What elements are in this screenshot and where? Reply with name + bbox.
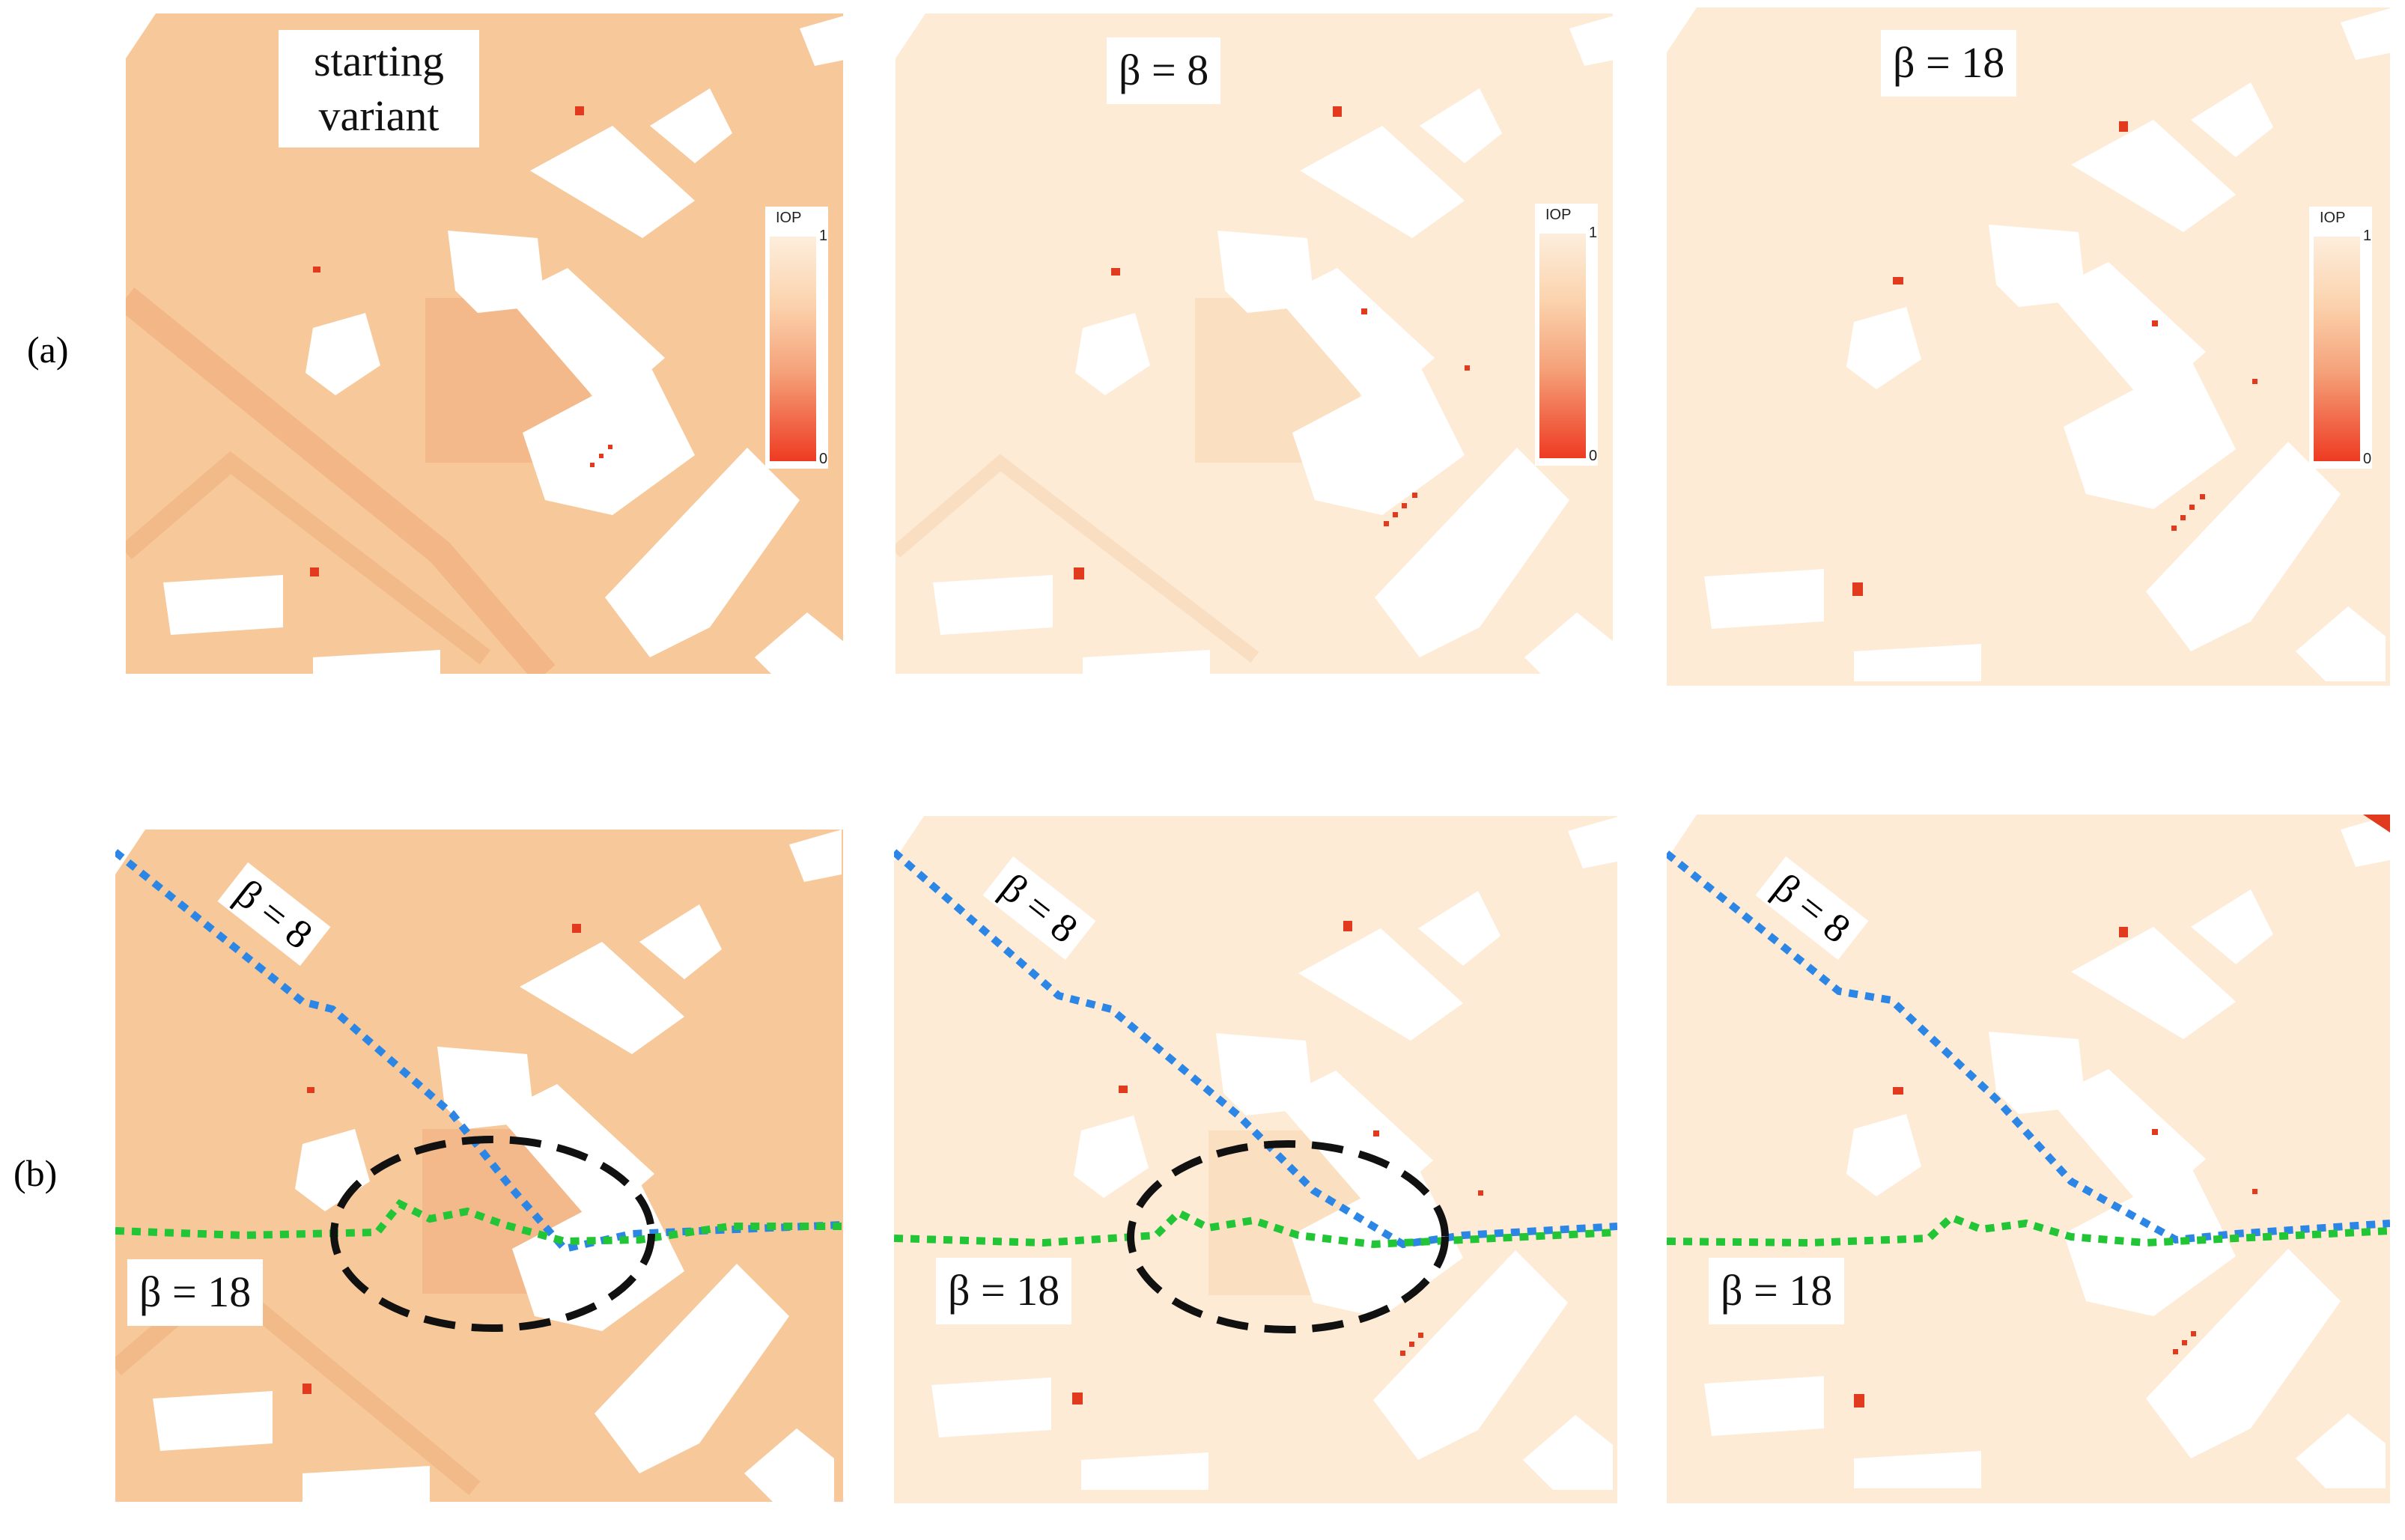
legend-colorbar — [770, 237, 816, 461]
panel-label-beta-18: β = 18 — [1881, 30, 2017, 97]
map-panel-b3 — [1667, 815, 2390, 1503]
route-beta-8-line — [115, 849, 842, 1253]
map-panel-b2 — [894, 816, 1617, 1503]
route-label-beta-18-b3: β = 18 — [1709, 1258, 1845, 1324]
legend-max: 1 — [819, 228, 828, 244]
legend-colorbar — [1539, 234, 1586, 458]
map-panel-a3 — [1667, 7, 2390, 686]
legend-title: IOP — [776, 210, 802, 226]
panel-label-starting-variant: starting variant — [279, 30, 479, 147]
row-label-a: (a) — [27, 329, 69, 371]
route-label-beta-18-b2: β = 18 — [936, 1258, 1072, 1324]
iop-legend-a3: IOP 1 0 — [2309, 207, 2372, 469]
legend-title: IOP — [1545, 207, 1572, 223]
legend-min: 0 — [1589, 448, 1598, 464]
route-beta-18-line — [1667, 1213, 2390, 1247]
map-panel-b1 — [115, 830, 843, 1502]
hotspots — [310, 106, 612, 576]
highlight-ellipse — [330, 1136, 655, 1332]
row-label-b: (b) — [13, 1152, 58, 1194]
legend-max: 1 — [2363, 228, 2372, 244]
legend-max: 1 — [1589, 225, 1598, 241]
legend-min: 0 — [2363, 451, 2372, 467]
legend-title: IOP — [2320, 210, 2346, 226]
legend-colorbar — [2314, 237, 2360, 461]
legend-min: 0 — [819, 451, 828, 467]
hotspots — [1072, 921, 1483, 1404]
map-panel-a1 — [126, 13, 843, 674]
route-beta-8-line — [1667, 850, 2390, 1244]
hotspots — [1854, 815, 2390, 1407]
iop-legend-a2: IOP 1 0 — [1535, 204, 1598, 466]
panel-label-beta-8: β = 8 — [1107, 37, 1221, 104]
hotspots — [1074, 106, 1470, 579]
hotspots — [302, 924, 581, 1394]
hotspots — [1852, 121, 2257, 596]
iop-legend-a1: IOP 1 0 — [765, 207, 828, 469]
map-panel-a2 — [896, 13, 1613, 674]
route-label-beta-18-b1: β = 18 — [127, 1259, 264, 1326]
route-beta-18-line — [894, 1208, 1617, 1249]
highlight-ellipse — [1127, 1140, 1449, 1333]
route-beta-8-line — [894, 849, 1617, 1249]
